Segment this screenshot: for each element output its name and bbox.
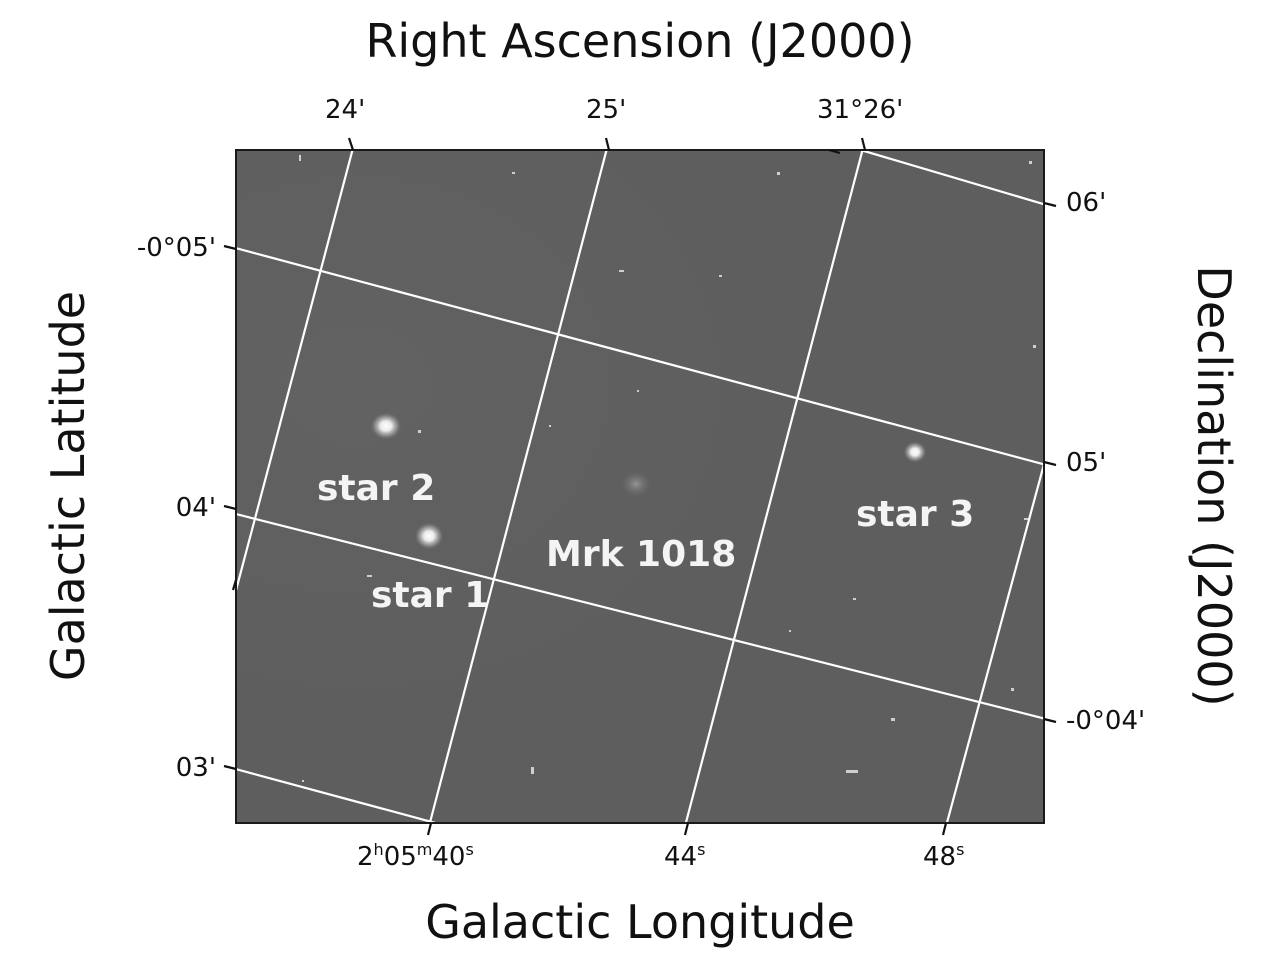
star-2-label: star 2 bbox=[317, 468, 435, 509]
bottom-tick-label: 2h05m40s bbox=[357, 840, 474, 872]
grid-line-dec bbox=[236, 768, 440, 823]
grid-line-dec bbox=[236, 247, 1044, 466]
right-tick-label: 05' bbox=[1066, 448, 1107, 478]
ra-axis-title: Right Ascension (J2000) bbox=[365, 14, 915, 68]
grid-line-dec bbox=[856, 150, 1044, 206]
grid-line-ra bbox=[684, 150, 864, 823]
mrk-1018-label: Mrk 1018 bbox=[546, 534, 736, 575]
background-specks bbox=[299, 155, 1036, 782]
left-tick-label: -0°05' bbox=[136, 233, 216, 263]
star-2-source bbox=[370, 412, 402, 440]
left-tick-label: 03' bbox=[175, 753, 216, 783]
right-tick-label: -0°04' bbox=[1066, 706, 1146, 736]
star-1-source bbox=[414, 522, 444, 550]
left-tick-label: 04' bbox=[175, 493, 216, 523]
bottom-tick-label: 48s bbox=[923, 840, 965, 872]
top-tick-label: 24' bbox=[325, 95, 366, 125]
grid-line-dec bbox=[236, 512, 1044, 720]
grid-line-ra bbox=[428, 150, 608, 823]
star-3-label: star 3 bbox=[856, 494, 974, 535]
star-1-label: star 1 bbox=[371, 575, 489, 616]
coordinate-grid bbox=[236, 150, 1044, 823]
star-3-source bbox=[903, 441, 927, 463]
bottom-tick-label: 44s bbox=[664, 840, 706, 872]
mrk-1018-source bbox=[620, 470, 652, 498]
grid-line-ra bbox=[236, 150, 354, 595]
galactic-longitude-axis-title: Galactic Longitude bbox=[425, 895, 855, 949]
sources bbox=[370, 412, 927, 550]
right-tick-label: 06' bbox=[1066, 188, 1107, 218]
grid-line-ra bbox=[945, 460, 1044, 823]
plot-frame bbox=[235, 149, 1045, 824]
tick-marks bbox=[223, 137, 1057, 836]
top-tick-label: 31°26' bbox=[817, 95, 904, 125]
top-tick-label: 25' bbox=[586, 95, 627, 125]
